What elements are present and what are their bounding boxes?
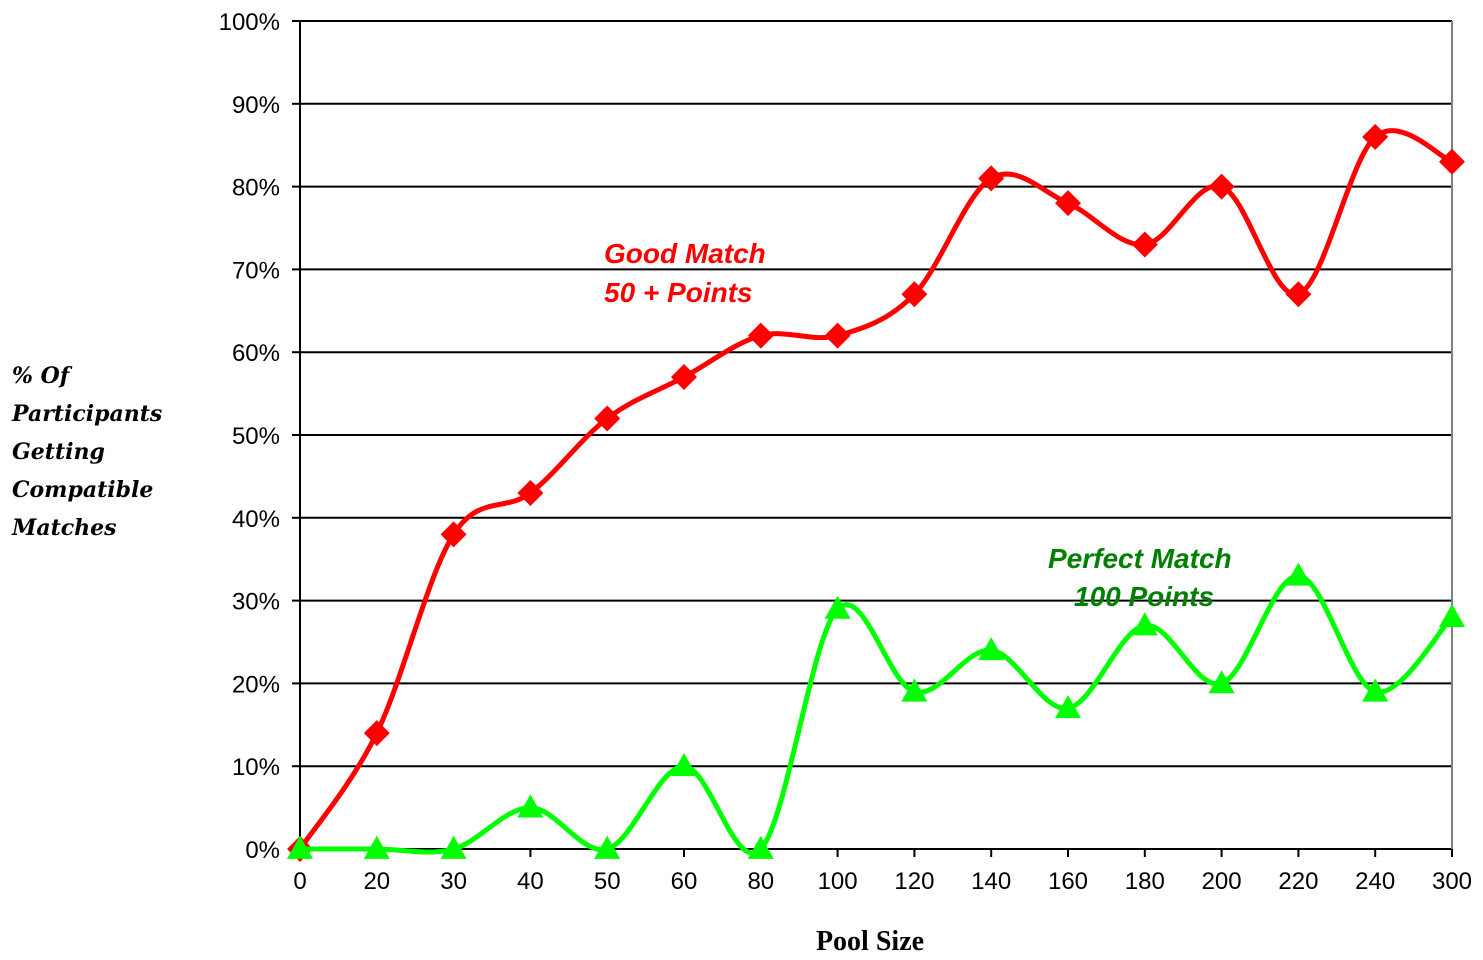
triangle-marker [1285, 562, 1312, 586]
series-group [287, 123, 1465, 862]
diamond-marker [594, 405, 621, 432]
good-match-label-line1: Good Match [604, 238, 766, 269]
x-tick-label: 20 [363, 868, 390, 895]
x-tick-label: 140 [971, 868, 1011, 895]
x-tick-label: 200 [1202, 868, 1242, 895]
perfect-match-annotation: Perfect Match 100 Points [1048, 543, 1232, 612]
y-axis-label-line: Compatible [12, 477, 153, 503]
x-tick-label: 80 [747, 868, 774, 895]
diamond-marker [517, 479, 544, 506]
triangle-marker [901, 678, 928, 702]
y-tick-label: 20% [232, 671, 280, 698]
triangle-marker [594, 835, 621, 859]
y-axis-label-line: Getting [12, 439, 105, 465]
x-tick-label: 30 [440, 868, 467, 895]
perfect-match-label-line2: 100 Points [1074, 581, 1214, 612]
x-tick-label: 300 [1432, 868, 1472, 895]
x-tick-label: 220 [1278, 868, 1318, 895]
diamond-marker [747, 322, 774, 349]
diamond-marker [671, 364, 697, 391]
axes [292, 20, 1453, 857]
diamond-marker [1208, 173, 1235, 200]
triangle-marker [1131, 612, 1158, 636]
y-tick-label: 60% [232, 340, 280, 367]
x-tick-label: 40 [517, 868, 544, 895]
y-tick-label: 30% [232, 589, 280, 616]
x-tick-label: 160 [1048, 868, 1088, 895]
x-tick-label: 60 [671, 868, 698, 895]
x-tick-label: 180 [1125, 868, 1165, 895]
x-tick-label: 100 [818, 868, 858, 895]
triangle-marker [1362, 678, 1389, 702]
diamond-marker [1055, 190, 1081, 217]
x-tick-label: 240 [1355, 868, 1395, 895]
x-axis-label: Pool Size [816, 926, 924, 957]
y-tick-label: 70% [232, 257, 280, 284]
y-axis-label-line: Matches [11, 515, 117, 541]
y-tick-label: 40% [232, 506, 280, 533]
y-tick-label: 90% [232, 92, 280, 119]
y-tick-label: 100% [219, 9, 280, 36]
good-match-annotation: Good Match 50 + Points [604, 238, 766, 308]
triangle-marker [978, 637, 1005, 661]
series-line [299, 573, 1454, 856]
triangle-marker [1439, 603, 1465, 628]
triangle-marker [1055, 695, 1081, 719]
diamond-marker [901, 281, 928, 308]
triangle-marker [1208, 670, 1235, 694]
diamond-marker [978, 165, 1005, 192]
series-perfect-match [287, 562, 1465, 859]
y-tick-label: 80% [232, 175, 280, 202]
triangle-marker [287, 835, 313, 859]
x-tick-label: 120 [894, 868, 934, 895]
y-axis-label: % Of Participants Getting Compatible Mat… [11, 363, 162, 541]
y-tick-label: 50% [232, 423, 280, 450]
diamond-marker [1362, 123, 1389, 150]
diamond-marker [363, 720, 390, 747]
good-match-label-line2: 50 + Points [604, 277, 753, 308]
x-tick-label: 0 [293, 868, 306, 895]
perfect-match-label-line1: Perfect Match [1048, 543, 1232, 574]
triangle-marker [671, 753, 697, 777]
gridlines [300, 20, 1452, 768]
triangle-marker [440, 835, 467, 859]
x-tick-label: 50 [594, 868, 621, 895]
y-tick-labels: 0% 10% 20% 30% 40% 50% 60% 70% 80% 90% 100% [219, 9, 280, 864]
y-axis-label-line: Participants [11, 401, 162, 427]
diamond-marker [824, 322, 851, 349]
y-tick-label: 10% [232, 754, 280, 781]
y-axis-label-line: % Of [12, 363, 73, 389]
y-tick-label: 0% [245, 837, 280, 864]
triangle-marker [747, 835, 774, 859]
x-tick-labels: 0 20 30 40 50 60 80 100 120 140 160 180 200 220 240 300 [293, 868, 1472, 895]
series-line [297, 128, 1454, 851]
diamond-marker [1131, 231, 1158, 258]
triangle-marker [517, 794, 544, 818]
diamond-marker [1439, 148, 1465, 175]
triangle-marker [363, 835, 390, 859]
triangle-marker [824, 595, 851, 619]
diamond-marker [1285, 281, 1312, 308]
series-good-match [287, 123, 1465, 862]
diamond-marker [440, 521, 467, 548]
